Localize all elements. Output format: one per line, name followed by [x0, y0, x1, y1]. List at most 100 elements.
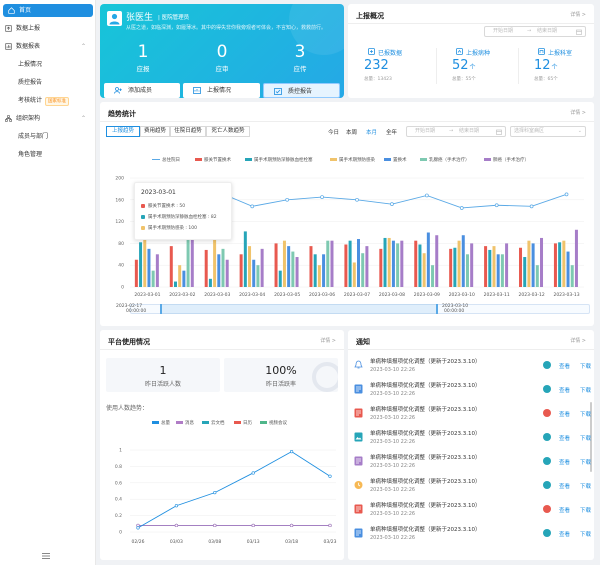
bar-5	[365, 246, 369, 287]
sidebar-item-data-report[interactable]: 数据上报	[0, 22, 96, 35]
qc-report-button[interactable]: 质控报告	[263, 83, 340, 98]
notice-time: 2023-03-10 22:26	[370, 463, 416, 469]
tab-report-trend[interactable]: 上报趋势	[106, 126, 140, 137]
bar-3	[531, 243, 535, 287]
timeframe-year[interactable]: 全年	[386, 130, 398, 136]
sidebar-item-label: 成员与部门	[18, 133, 49, 140]
sidebar-item-organization[interactable]: 组织架构 ⌃	[0, 112, 96, 125]
start-date-input[interactable]: 开始日期	[493, 28, 514, 34]
sidebar-item-label: 首页	[19, 7, 32, 14]
notice-row[interactable]: 单病种填报项优化调整（更新于2023.3.10） 2023-03-10 22:2…	[348, 450, 594, 474]
notice-title: 单病种填报项优化调整（更新于2023.3.10）	[370, 527, 481, 533]
zoom-end-time: 00:00:00	[444, 309, 465, 314]
sidebar-item-data-statements[interactable]: 数据报表 ⌃	[0, 40, 96, 53]
legend-item[interactable]: 总住院日	[152, 157, 180, 163]
legend-item[interactable]: 云文档	[202, 420, 225, 426]
legend-item[interactable]: 乳腺癌（手术治疗）	[420, 157, 470, 163]
tab-cost-trend[interactable]: 费用趋势	[140, 126, 170, 137]
chart-zoom-slider[interactable]	[130, 304, 590, 314]
details-link[interactable]: 详情 >	[570, 12, 586, 18]
legend-swatch	[260, 421, 267, 424]
download-button[interactable]: 下载	[580, 388, 592, 394]
sidebar-item-roles[interactable]: 角色管理	[0, 148, 96, 161]
tab-stay-trend[interactable]: 住院日趋势	[170, 126, 206, 137]
notice-row[interactable]: 单病种填报项优化调整（更新于2023.3.10） 2023-03-10 22:2…	[348, 402, 594, 426]
end-date-input[interactable]: 结束日期	[459, 128, 480, 134]
legend-item[interactable]: 日历	[234, 420, 252, 426]
notice-row[interactable]: 单病种填报项优化调整（更新于2023.3.10） 2023-03-10 22:2…	[348, 498, 594, 522]
view-button[interactable]: 查看	[559, 436, 571, 442]
timeframe-month[interactable]: 本月	[366, 130, 378, 136]
notice-row[interactable]: 单病种填报项优化调整（更新于2023.3.10） 2023-03-10 22:2…	[348, 354, 594, 378]
avatar	[107, 11, 122, 26]
legend-label: 肺癌（手术治疗）	[493, 158, 529, 163]
stat-value: 0	[216, 42, 228, 62]
trend-date-range[interactable]: 开始日期 → 结束日期	[406, 126, 506, 137]
legend-item[interactable]: 肺癌（手术治疗）	[484, 157, 529, 163]
start-date-input[interactable]: 开始日期	[415, 128, 436, 134]
y-tick-label: 0.6	[115, 480, 122, 486]
sidebar-item-qc-report[interactable]: 质控报告	[0, 76, 96, 89]
download-button[interactable]: 下载	[580, 412, 592, 418]
legend-item[interactable]: 膝关节置换术	[195, 157, 231, 163]
timeframe-today[interactable]: 今日	[328, 130, 340, 136]
sidebar-item-assessment[interactable]: 考核统计 国家标准	[0, 94, 96, 107]
report-item-label: 上报科室	[548, 50, 573, 57]
legend-label: 属手术期预防感染	[339, 158, 375, 163]
view-button[interactable]: 查看	[559, 484, 571, 490]
details-link[interactable]: 详情 >	[320, 338, 336, 344]
view-button[interactable]: 查看	[559, 508, 571, 514]
bar-5	[470, 243, 474, 287]
x-tick-label: 2023-03-12	[519, 292, 545, 298]
sidebar-item-label: 质控报告	[18, 79, 43, 86]
legend-item[interactable]: 视频会议	[260, 420, 287, 426]
y-tick-label: 0	[121, 285, 124, 291]
download-button[interactable]: 下载	[580, 364, 592, 370]
view-button[interactable]: 查看	[559, 412, 571, 418]
notice-row[interactable]: 单病种填报项优化调整（更新于2023.3.10） 2023-03-10 22:2…	[348, 378, 594, 402]
notice-row[interactable]: 单病种填报项优化调整（更新于2023.3.10） 2023-03-10 22:2…	[348, 474, 594, 498]
sidebar-item-home[interactable]: 首页	[3, 4, 93, 17]
report-status-button[interactable]: 上报情况	[183, 83, 260, 98]
line-point	[290, 523, 294, 528]
report-date-range[interactable]: 开始日期 → 结束日期	[484, 26, 586, 37]
collapse-menu-icon[interactable]	[42, 553, 50, 559]
download-button[interactable]: 下载	[580, 484, 592, 490]
bar-2	[352, 262, 356, 287]
zoom-window[interactable]	[160, 304, 438, 314]
legend-item[interactable]: 总量	[152, 420, 170, 426]
bar-4	[431, 265, 435, 287]
download-button[interactable]: 下载	[580, 436, 592, 442]
chevron-up-icon: ⌃	[80, 115, 86, 122]
view-button[interactable]: 查看	[559, 460, 571, 466]
notice-row[interactable]: 单病种填报项优化调整（更新于2023.3.10） 2023-03-10 22:2…	[348, 522, 594, 546]
tooltip-row: 膝关节置换术 : 50	[141, 203, 185, 209]
legend-item[interactable]: 置换术	[384, 157, 407, 163]
department-select[interactable]: 选择科室病区 ⌄	[510, 126, 586, 137]
legend-item[interactable]: 属手术期预防感染	[330, 157, 375, 163]
sidebar-item-members[interactable]: 成员与部门	[0, 130, 96, 143]
download-button[interactable]: 下载	[580, 508, 592, 514]
view-button[interactable]: 查看	[559, 388, 571, 394]
legend-item[interactable]: 属手术期预防深静脉血栓栓塞	[245, 157, 313, 163]
sidebar-item-report-status[interactable]: 上报情况	[0, 58, 96, 71]
download-button[interactable]: 下载	[580, 460, 592, 466]
details-link[interactable]: 详情 >	[570, 338, 586, 344]
end-date-input[interactable]: 结束日期	[537, 28, 558, 34]
bar-4	[500, 254, 504, 287]
stat-label: 应报	[136, 65, 150, 73]
notice-row[interactable]: 单病种填报项优化调整（更新于2023.3.10） 2023-03-10 22:2…	[348, 426, 594, 450]
x-tick-label: 2023-03-03	[204, 292, 230, 298]
add-member-button[interactable]: 添加成员	[104, 83, 180, 98]
view-button[interactable]: 查看	[559, 364, 571, 370]
tab-death-trend[interactable]: 死亡人数趋势	[206, 126, 250, 137]
timeframe-week[interactable]: 本周	[346, 130, 358, 136]
details-link[interactable]: 详情 >	[570, 110, 586, 116]
legend-item[interactable]: 消息	[176, 420, 194, 426]
x-tick-label: 2023-03-06	[309, 292, 335, 298]
view-button[interactable]: 查看	[559, 532, 571, 538]
bar-1	[488, 249, 492, 287]
report-item-total: 总量：13423	[364, 77, 392, 82]
scrollbar[interactable]	[590, 402, 592, 472]
download-button[interactable]: 下载	[580, 532, 592, 538]
